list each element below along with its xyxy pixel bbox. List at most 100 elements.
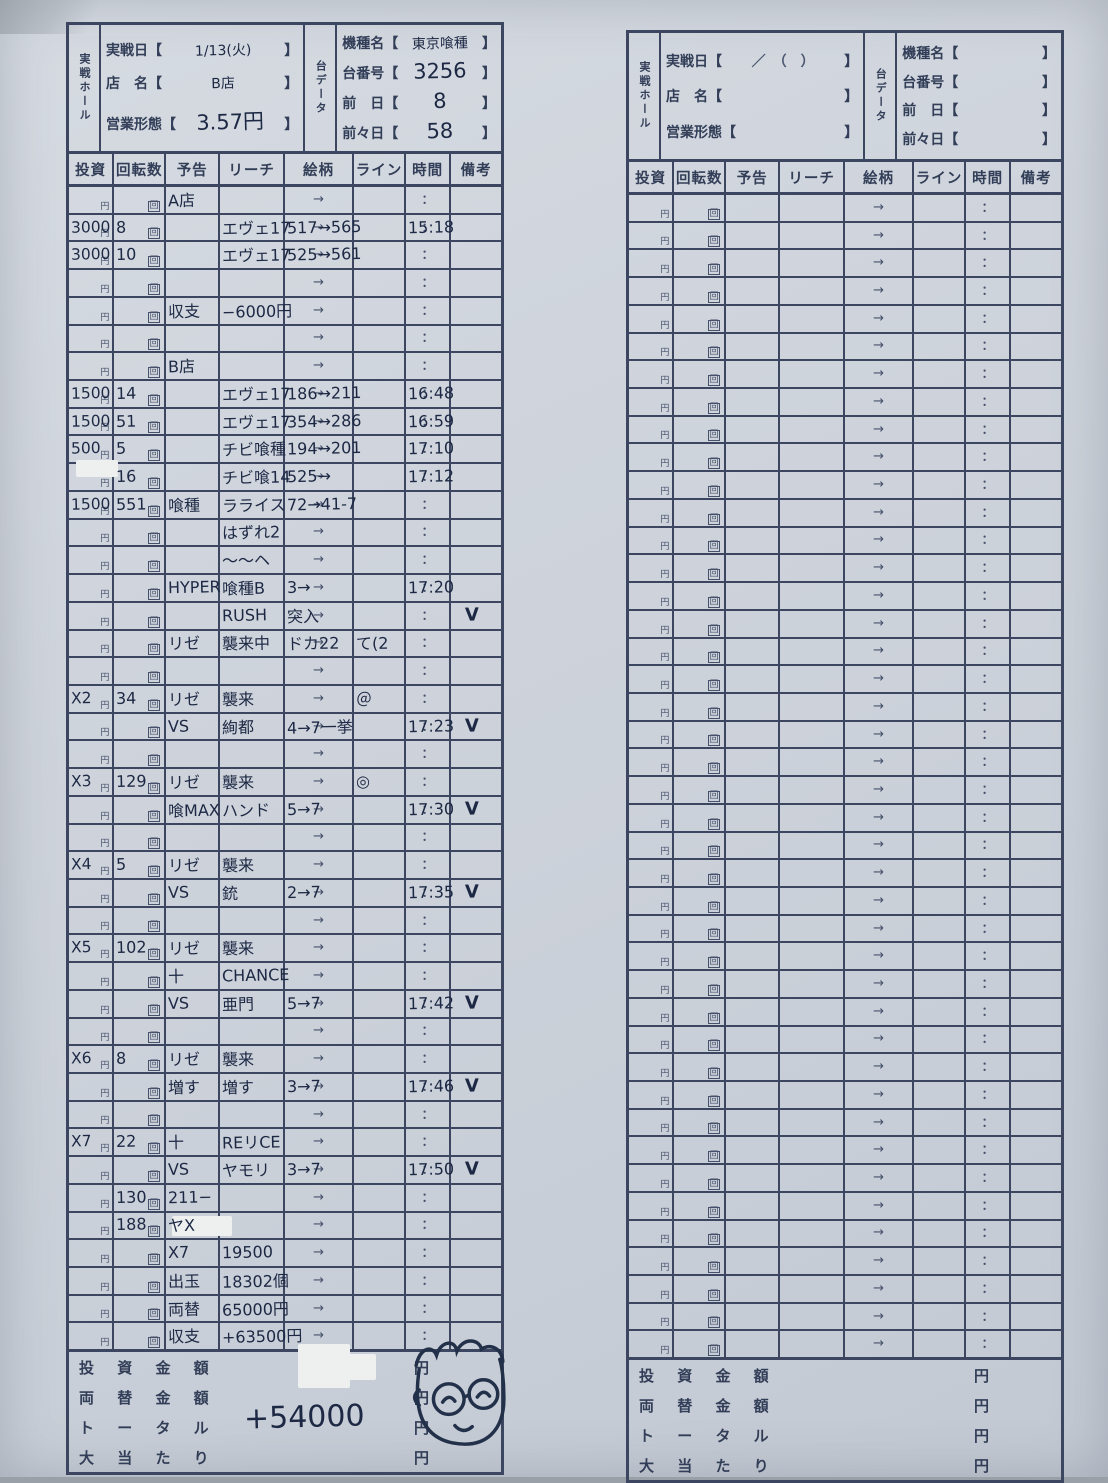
preprint-mark: → bbox=[313, 1272, 324, 1288]
preprint-mark: → bbox=[313, 1244, 324, 1260]
cell-egara: → 517→565 bbox=[285, 214, 362, 241]
preprint-mark: 回 bbox=[708, 513, 721, 525]
preprint-mark: → bbox=[873, 559, 884, 575]
handwritten-entry: チビ喰14 bbox=[222, 467, 291, 488]
cell-line bbox=[914, 721, 966, 748]
cell-tousi: 円 bbox=[629, 1303, 675, 1330]
cell-jikan: ： bbox=[966, 583, 1012, 609]
handwritten-entry: 16:48 bbox=[407, 383, 455, 404]
preprint-mark: 円 bbox=[100, 340, 110, 351]
handwritten-entry: 129 bbox=[116, 771, 148, 792]
cell-biko: V bbox=[451, 714, 501, 740]
cell-kaitensu: 回 bbox=[674, 998, 727, 1025]
preprint-mark: ： bbox=[421, 331, 434, 346]
cell-biko bbox=[1011, 250, 1061, 276]
preprint-mark: ： bbox=[421, 469, 434, 484]
cell-biko: V bbox=[451, 1074, 501, 1100]
cell-biko bbox=[1011, 472, 1061, 498]
cell-kaitensu: 回 bbox=[674, 195, 727, 221]
handwritten-entry: V bbox=[464, 881, 480, 903]
cell-biko bbox=[1011, 1221, 1061, 1247]
cell-kaitensu: 回 bbox=[674, 666, 727, 692]
cell-line bbox=[914, 610, 966, 637]
whiteout-patch bbox=[76, 460, 118, 477]
cell-reach bbox=[780, 555, 845, 582]
cell-biko bbox=[1011, 1110, 1061, 1136]
preprint-mark: 回 bbox=[708, 957, 721, 969]
cell-jikan: ： bbox=[406, 630, 452, 657]
cell-line bbox=[354, 741, 406, 768]
preprint-mark: ： bbox=[981, 228, 994, 243]
cell-jikan: ： bbox=[966, 1303, 1012, 1330]
cell-tousi: 円 bbox=[629, 499, 675, 526]
cell-egara: → bbox=[845, 583, 915, 609]
preprint-mark: ： bbox=[981, 865, 994, 880]
table-row: 円 回 → ： bbox=[629, 555, 1061, 584]
cell-tousi: 円 bbox=[629, 472, 675, 498]
preprint-mark: ： bbox=[981, 311, 994, 326]
preprint-mark: 回 bbox=[708, 291, 721, 303]
field-date: 実戦日【 1/13(火) 】 bbox=[106, 40, 298, 60]
date-print-marks: ／ （ ） bbox=[751, 53, 815, 70]
handwritten-entry: 525→561 bbox=[286, 244, 362, 265]
cell-yokoku bbox=[166, 436, 221, 463]
handwritten-entry: 襲来 bbox=[222, 1049, 255, 1070]
cell-biko bbox=[451, 1296, 501, 1322]
preprint-mark: ： bbox=[981, 1309, 994, 1324]
cell-line bbox=[354, 547, 406, 574]
table-row: 円 回 → ： bbox=[629, 583, 1061, 611]
cell-line bbox=[354, 1268, 406, 1294]
preprint-mark: → bbox=[313, 856, 324, 872]
cell-yokoku bbox=[726, 693, 781, 720]
cell-jikan: ： bbox=[406, 824, 452, 851]
cell-reach bbox=[780, 1220, 845, 1247]
cell-tousi: 円 bbox=[69, 1323, 115, 1350]
cell-yokoku: 十 bbox=[166, 1129, 221, 1156]
handwritten-entry: 551 bbox=[116, 494, 148, 514]
cell-reach bbox=[220, 824, 285, 851]
cell-jikan: ： 17:46 bbox=[406, 1074, 454, 1100]
cell-egara: → bbox=[845, 971, 915, 997]
preprint-mark: → bbox=[313, 607, 324, 623]
handwritten-entry: 16:59 bbox=[407, 410, 455, 431]
cell-line bbox=[354, 575, 406, 601]
cell-egara: → bbox=[285, 1101, 355, 1128]
cell-kaitensu: 回 bbox=[674, 638, 727, 665]
cell-tousi: 円 500 bbox=[69, 436, 115, 463]
cell-line bbox=[914, 1137, 966, 1164]
cell-egara: → bbox=[845, 1276, 915, 1302]
cell-biko bbox=[451, 769, 501, 795]
cell-biko bbox=[1011, 1193, 1061, 1219]
cell-tousi: 円 bbox=[629, 777, 675, 803]
cell-reach bbox=[780, 1137, 845, 1164]
cell-biko bbox=[451, 852, 501, 878]
preprint-mark: → bbox=[873, 670, 884, 686]
cell-jikan: ： bbox=[406, 1323, 452, 1350]
cell-yokoku: 喰MAX bbox=[166, 796, 221, 823]
cell-tousi: 円 bbox=[629, 555, 675, 582]
table-row: 円 回 → ： bbox=[629, 804, 1061, 833]
cell-jikan: ： bbox=[406, 187, 452, 213]
cell-biko bbox=[1011, 1165, 1061, 1191]
cell-reach bbox=[780, 693, 845, 720]
cell-egara: → 2→7 bbox=[285, 879, 355, 906]
cell-yokoku: 211− bbox=[166, 1184, 221, 1211]
cell-biko bbox=[451, 935, 501, 961]
cell-tousi: 円 bbox=[629, 1109, 675, 1136]
cell-line bbox=[354, 491, 406, 518]
preprint-mark: 回 bbox=[148, 671, 161, 683]
preprint-mark: → bbox=[313, 247, 324, 263]
handwritten-entry: 喰種B bbox=[222, 578, 266, 599]
preprint-mark: ： bbox=[421, 885, 434, 900]
table-row: 円 回 → ： bbox=[629, 943, 1061, 972]
preprint-mark: → bbox=[313, 302, 324, 318]
handwritten-entry: CHANCE bbox=[221, 965, 290, 986]
cell-biko bbox=[1011, 943, 1061, 969]
cell-biko bbox=[1011, 389, 1061, 415]
preprint-mark: ： bbox=[981, 1004, 994, 1019]
cell-kaitensu: 回 bbox=[114, 1074, 167, 1100]
cell-tousi: 円 bbox=[69, 1018, 115, 1045]
cell-jikan: ： bbox=[966, 472, 1012, 498]
preprint-mark: 回 bbox=[148, 450, 161, 462]
cell-tousi: 円 bbox=[629, 749, 675, 776]
